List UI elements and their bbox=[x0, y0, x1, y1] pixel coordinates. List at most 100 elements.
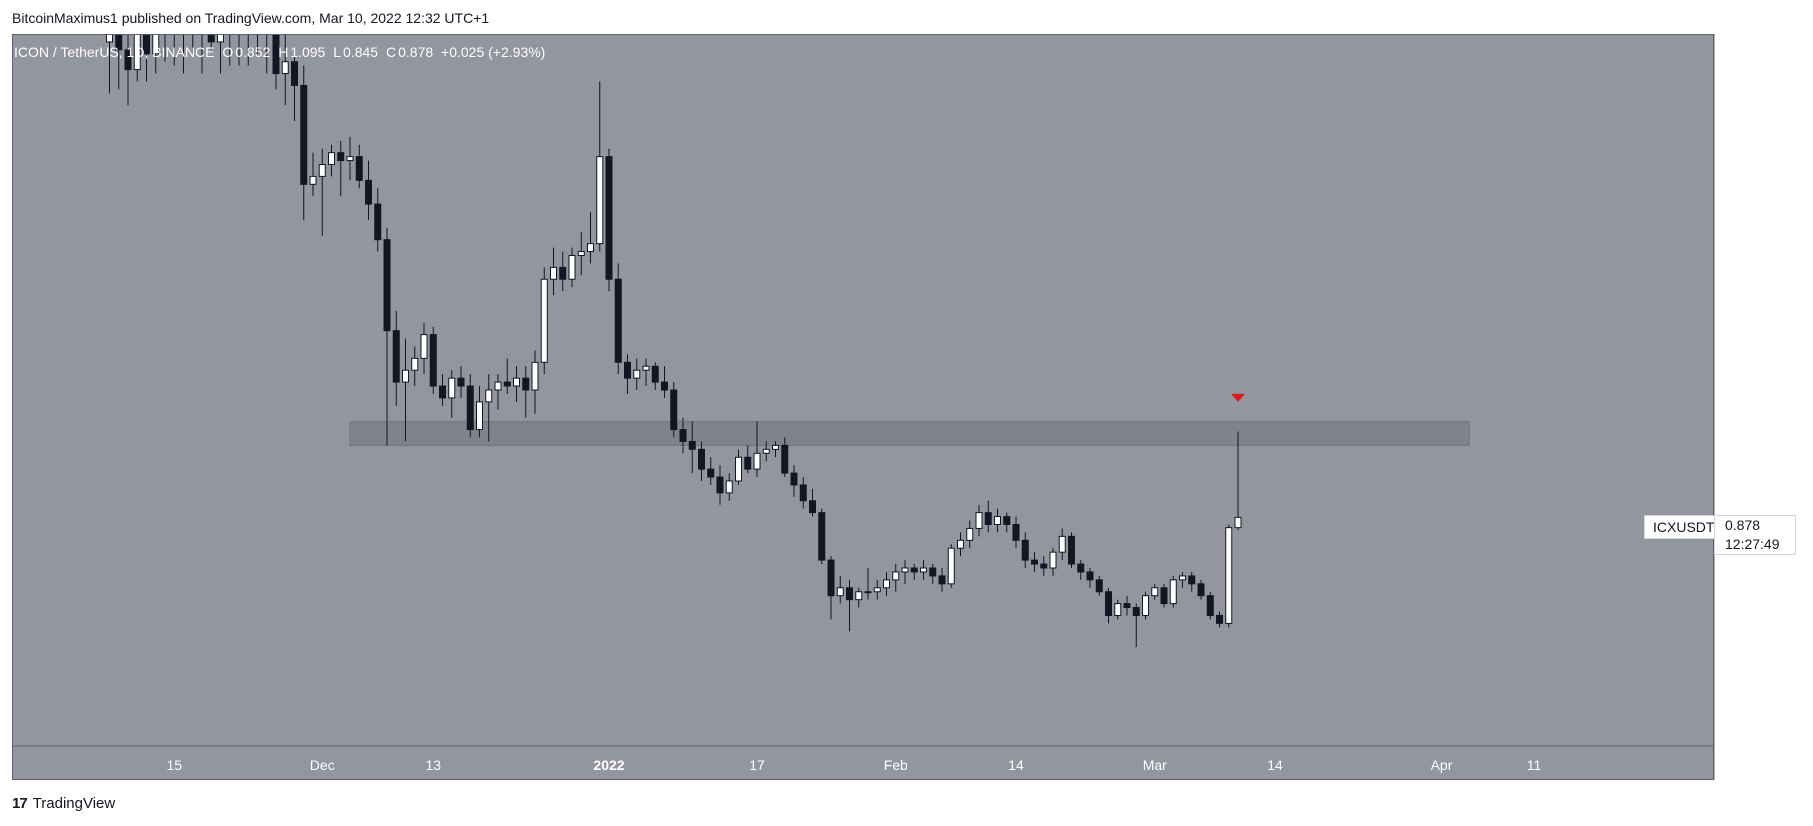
candle bbox=[207, 35, 215, 50]
publisher-line: BitcoinMaximus1 published on TradingView… bbox=[12, 10, 490, 26]
candle bbox=[781, 437, 789, 478]
candle-body bbox=[374, 203, 382, 241]
candle bbox=[957, 532, 964, 557]
candle-body bbox=[181, 6, 187, 10]
candle bbox=[1132, 603, 1140, 648]
candle bbox=[124, 35, 132, 106]
candle-body bbox=[392, 330, 400, 383]
candle-body bbox=[587, 243, 594, 253]
time-tick-label: 2022 bbox=[593, 757, 624, 773]
candle-body bbox=[614, 278, 622, 363]
candle-body bbox=[162, 14, 168, 30]
price-tick-label: 0.400 bbox=[1730, 698, 1765, 714]
candle-body bbox=[1058, 535, 1066, 553]
candle bbox=[873, 579, 881, 600]
candle-body bbox=[605, 156, 613, 280]
time-tick-label: Mar bbox=[1143, 757, 1167, 773]
brand-name: TradingView bbox=[32, 795, 116, 812]
candle bbox=[346, 136, 354, 181]
candle-body bbox=[115, 35, 123, 51]
candle bbox=[947, 544, 955, 588]
candle bbox=[698, 441, 705, 481]
candle bbox=[827, 556, 835, 620]
candle-body bbox=[707, 468, 715, 478]
last-price-tag: 0.878 12:27:49 bbox=[1714, 515, 1796, 555]
candle-body bbox=[1095, 579, 1103, 593]
candle bbox=[744, 445, 752, 474]
candle bbox=[1003, 512, 1011, 533]
candle bbox=[799, 477, 807, 509]
candle-body bbox=[1012, 523, 1020, 541]
candle bbox=[374, 188, 382, 252]
candle-body bbox=[1132, 607, 1140, 616]
candle bbox=[661, 366, 668, 398]
low-label: L bbox=[333, 44, 342, 60]
candle-body bbox=[439, 385, 446, 399]
time-tick-label: 11 bbox=[1527, 757, 1542, 773]
candle bbox=[1114, 599, 1122, 620]
candle bbox=[735, 449, 742, 485]
candle bbox=[929, 564, 937, 584]
candle bbox=[1086, 568, 1094, 588]
candle-body bbox=[568, 255, 576, 280]
time-tick-label: 17 bbox=[749, 757, 765, 773]
candle bbox=[411, 346, 419, 387]
candle-body bbox=[355, 156, 363, 181]
candle bbox=[883, 571, 890, 596]
symbol-title[interactable]: ICON / TetherUS, 1D, BINANCE bbox=[14, 44, 215, 60]
candle bbox=[133, 35, 141, 82]
candle bbox=[229, 35, 231, 66]
price-tick-label: 0.900 bbox=[1730, 501, 1765, 517]
candle bbox=[281, 35, 289, 106]
candle-body bbox=[698, 448, 705, 470]
time-tick-label: Dec bbox=[310, 757, 335, 773]
candle-body bbox=[411, 357, 419, 371]
candle-body bbox=[429, 334, 437, 387]
candle-body bbox=[245, 6, 251, 10]
time-tick-label: 14 bbox=[1008, 757, 1024, 773]
candle bbox=[966, 520, 974, 549]
footer-brand[interactable]: 17 TradingView bbox=[12, 795, 115, 812]
candle bbox=[846, 579, 853, 632]
candle-body bbox=[559, 266, 567, 280]
candle bbox=[494, 374, 502, 410]
candle bbox=[716, 465, 724, 505]
price-tick-label: 1.700 bbox=[1730, 184, 1765, 200]
candle-body bbox=[1049, 551, 1057, 569]
bar-countdown: 12:27:49 bbox=[1725, 536, 1780, 552]
candle bbox=[245, 6, 251, 66]
change-value: +0.025 (+2.93%) bbox=[441, 44, 546, 60]
candle-body bbox=[152, 35, 160, 55]
candle-body bbox=[236, 10, 242, 11]
price-tick-label: 1.600 bbox=[1730, 224, 1765, 240]
candle bbox=[328, 144, 335, 177]
open-label: O bbox=[222, 44, 234, 60]
candle bbox=[115, 35, 123, 90]
candle bbox=[984, 500, 992, 533]
candle bbox=[392, 310, 400, 406]
candle-body bbox=[365, 179, 372, 205]
candle bbox=[1160, 583, 1168, 608]
candle bbox=[152, 35, 160, 74]
price-tick-label: 1.900 bbox=[1730, 105, 1765, 121]
high-value: 1.095 bbox=[290, 44, 326, 60]
candle-body bbox=[264, 10, 270, 34]
candle-body bbox=[809, 500, 816, 514]
candle-body bbox=[457, 377, 465, 387]
resistance-zone bbox=[349, 421, 1470, 446]
time-tick-label: 14 bbox=[1267, 757, 1283, 773]
candle-body bbox=[1123, 603, 1131, 609]
markers-layer bbox=[1231, 393, 1245, 402]
currency-unit-button[interactable]: USDT bbox=[1737, 42, 1785, 62]
candle-body bbox=[688, 440, 696, 450]
candle-body bbox=[781, 444, 789, 474]
candle bbox=[1068, 532, 1075, 568]
candle-body bbox=[864, 591, 872, 594]
candle-body bbox=[207, 35, 215, 43]
candle-body bbox=[522, 377, 530, 391]
candle-body bbox=[920, 567, 927, 573]
candle-body bbox=[670, 389, 678, 431]
candle bbox=[457, 366, 465, 398]
price-tick-label: 0.500 bbox=[1730, 659, 1765, 675]
